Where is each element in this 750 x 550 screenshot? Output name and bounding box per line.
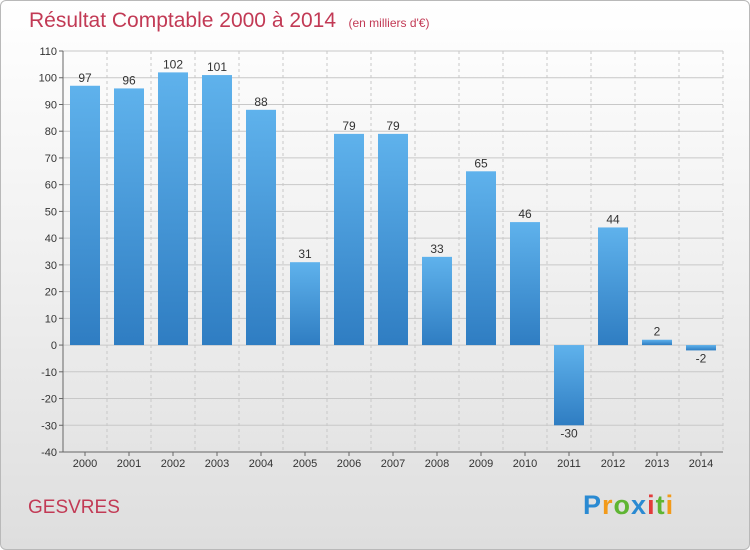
data-label-2007: 79 [386,119,400,133]
x-tick-label-2009: 2009 [469,458,493,470]
bar-2000[interactable] [70,85,100,346]
data-label-2008: 33 [430,242,444,256]
x-tick-label-2011: 2011 [557,458,581,470]
data-label-2006: 79 [342,119,356,133]
chart-title: Résultat Comptable 2000 à 2014 [29,9,337,32]
x-tick-label-2003: 2003 [205,458,229,470]
y-tick-label: 20 [45,287,57,299]
chart-unit: (en milliers d'€) [348,16,430,30]
y-tick-label: 10 [45,313,57,325]
x-tick-label-2012: 2012 [601,458,625,470]
x-tick-label-2014: 2014 [689,458,713,470]
bar-2006[interactable] [334,133,364,346]
bar-2014[interactable] [686,345,716,351]
data-label-2000: 97 [78,71,92,85]
bar-2007[interactable] [378,133,408,346]
bar-2012[interactable] [598,227,628,346]
y-tick-label: 110 [39,46,57,58]
bar-2005[interactable] [290,262,320,346]
x-tick-label-2001: 2001 [117,458,141,470]
logo-letter: i [647,490,656,520]
logo-letter: o [613,490,632,520]
data-label-2002: 102 [163,57,183,71]
data-label-2011: -30 [560,426,578,440]
x-tick-label-2000: 2000 [73,458,97,470]
data-label-2010: 46 [518,207,532,221]
data-label-2004: 88 [254,95,268,109]
data-label-2003: 101 [207,60,227,74]
y-tick-label: 80 [45,126,57,138]
y-tick-label: 40 [45,233,57,245]
x-tick-label-2008: 2008 [425,458,449,470]
data-label-2013: 2 [654,325,661,339]
y-tick-label: 60 [45,180,57,192]
data-label-2012: 44 [606,212,620,226]
x-tick-label-2010: 2010 [513,458,537,470]
y-tick-label: 90 [45,99,57,111]
bar-2001[interactable] [114,88,144,346]
bar-2004[interactable] [246,109,276,346]
x-tick-label-2005: 2005 [293,458,317,470]
y-tick-label: -20 [41,394,57,406]
data-label-2005: 31 [298,247,312,261]
y-tick-label: 50 [45,206,57,218]
logo-letter: t [655,490,666,520]
proxiti-logo[interactable]: Proxiti [583,490,674,521]
commune-name: GESVRES [28,497,120,518]
logo-letter: i [665,490,675,520]
bar-2008[interactable] [422,256,452,346]
chart-title-block: Résultat Comptable 2000 à 2014 (en milli… [29,9,429,33]
y-tick-label: 30 [45,260,57,272]
logo-letter: P [583,490,603,520]
y-tick-label: -30 [41,420,57,432]
x-tick-label-2013: 2013 [645,458,669,470]
bar-2013[interactable] [642,339,672,346]
bar-2011[interactable] [554,345,584,426]
logo-letter: r [602,490,614,520]
data-label-2009: 65 [474,156,488,170]
logo-letter: x [631,490,648,520]
y-tick-label: 70 [45,153,57,165]
bar-2002[interactable] [158,72,188,346]
y-tick-label: 100 [39,73,57,85]
x-tick-label-2002: 2002 [161,458,185,470]
x-tick-label-2007: 2007 [381,458,405,470]
x-tick-label-2004: 2004 [249,458,273,470]
x-tick-label-2006: 2006 [337,458,361,470]
bar-2009[interactable] [466,171,496,346]
data-label-2001: 96 [122,73,136,87]
y-tick-label: -40 [41,447,57,459]
bar-2010[interactable] [510,222,540,346]
data-label-2014: -2 [696,351,707,365]
y-tick-label: 0 [51,340,57,352]
y-tick-label: -10 [41,367,57,379]
bar-2003[interactable] [202,75,232,346]
